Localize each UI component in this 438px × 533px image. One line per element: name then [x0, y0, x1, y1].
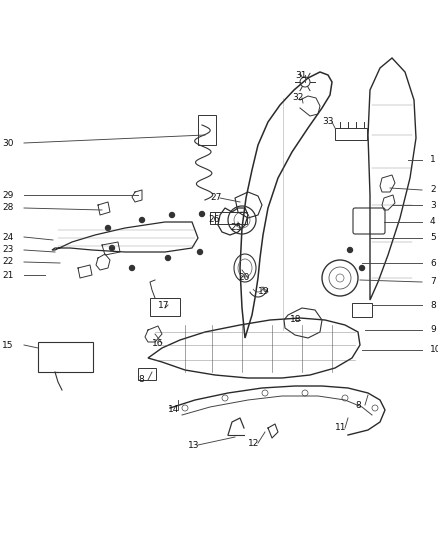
Circle shape [139, 217, 145, 222]
Circle shape [198, 249, 202, 254]
Text: 17: 17 [158, 301, 170, 310]
Circle shape [130, 265, 134, 271]
Text: 16: 16 [152, 338, 163, 348]
Text: 9: 9 [430, 326, 436, 335]
Text: 29: 29 [2, 190, 14, 199]
Text: 8: 8 [430, 301, 436, 310]
Text: 7: 7 [430, 278, 436, 287]
Text: 28: 28 [2, 204, 14, 213]
Text: 27: 27 [210, 193, 221, 203]
Bar [215, 212, 247, 224]
Circle shape [170, 213, 174, 217]
Bar [138, 368, 156, 380]
Text: 2: 2 [430, 185, 436, 195]
Text: 5: 5 [430, 233, 436, 243]
Text: 31: 31 [295, 70, 307, 79]
Text: 32: 32 [292, 93, 304, 102]
Text: 22: 22 [2, 257, 13, 266]
Text: 1: 1 [430, 156, 436, 165]
Text: 11: 11 [335, 424, 346, 432]
Bar [38, 342, 93, 372]
Text: 13: 13 [188, 440, 199, 449]
Bar [198, 115, 216, 145]
Text: 33: 33 [322, 117, 333, 126]
Circle shape [360, 265, 364, 271]
Bar [352, 303, 372, 317]
Circle shape [110, 246, 114, 251]
Text: 15: 15 [2, 341, 14, 350]
Text: 3: 3 [430, 200, 436, 209]
Text: 18: 18 [290, 316, 301, 325]
Text: 26: 26 [208, 215, 219, 224]
Text: 4: 4 [430, 217, 436, 227]
Bar [335, 128, 367, 140]
Text: 19: 19 [258, 287, 269, 296]
Circle shape [166, 255, 170, 261]
Text: 20: 20 [238, 273, 249, 282]
Bar [150, 298, 180, 316]
Text: 14: 14 [168, 406, 180, 415]
Circle shape [106, 225, 110, 230]
Circle shape [199, 212, 205, 216]
Text: 24: 24 [2, 232, 13, 241]
Text: 8: 8 [138, 376, 144, 384]
Text: 21: 21 [2, 271, 14, 279]
Text: 23: 23 [2, 246, 14, 254]
Text: 30: 30 [2, 139, 14, 148]
Text: 25: 25 [230, 223, 241, 232]
Circle shape [347, 247, 353, 253]
Text: 8: 8 [355, 400, 361, 409]
Text: 12: 12 [248, 439, 259, 448]
Text: 10: 10 [430, 345, 438, 354]
Text: 6: 6 [430, 259, 436, 268]
